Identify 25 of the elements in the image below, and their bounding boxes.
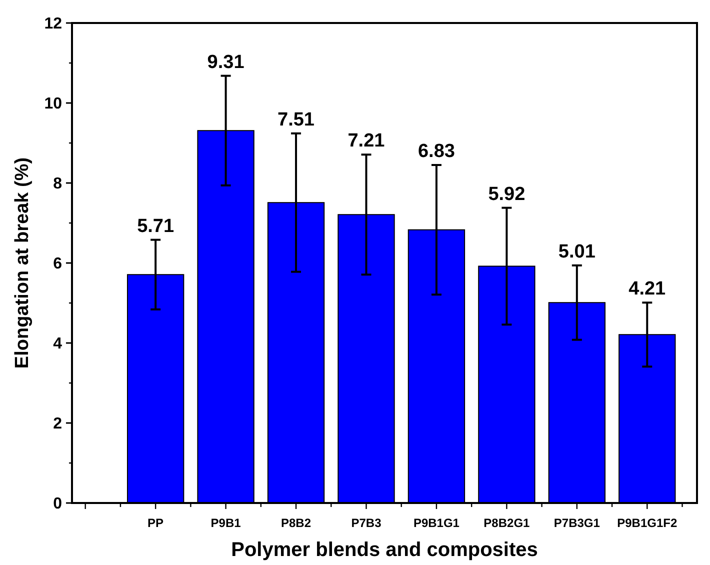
annotation: 7.21: [348, 130, 386, 152]
x-tick-label: PP: [148, 516, 164, 530]
y-tick-label: 4: [53, 336, 62, 353]
annotation: 4.21: [628, 278, 666, 300]
x-tick-label: P9B1G1: [413, 516, 460, 530]
y-tick-label: 12: [44, 16, 62, 33]
x-tick-label: P9B1G1F2: [617, 516, 678, 530]
annotation: 9.31: [207, 52, 245, 73]
y-tick-label: 0: [53, 496, 62, 513]
x-tick-label: P7B3G1: [554, 516, 600, 530]
annotation: 5.71: [137, 216, 174, 237]
annotation: 6.83: [418, 141, 455, 162]
y-tick-label: 6: [53, 256, 62, 273]
x-tick-label: P8B2: [281, 516, 312, 530]
x-tick-label: P8B2G1: [484, 516, 530, 530]
y-tick-label: 10: [44, 96, 62, 113]
annotation: 5.92: [488, 184, 526, 205]
annotation: 7.51: [278, 109, 315, 130]
annotation: 5.01: [558, 241, 596, 262]
y-axis-title: Elongation at break (%): [12, 157, 33, 369]
y-tick-label: 2: [53, 416, 62, 433]
x-tick-label: P9B1: [210, 516, 242, 530]
x-tick-label: P7B3: [351, 516, 382, 530]
x-axis-title: Polymer blends and composites: [231, 539, 538, 561]
y-tick-label: 8: [53, 176, 62, 193]
